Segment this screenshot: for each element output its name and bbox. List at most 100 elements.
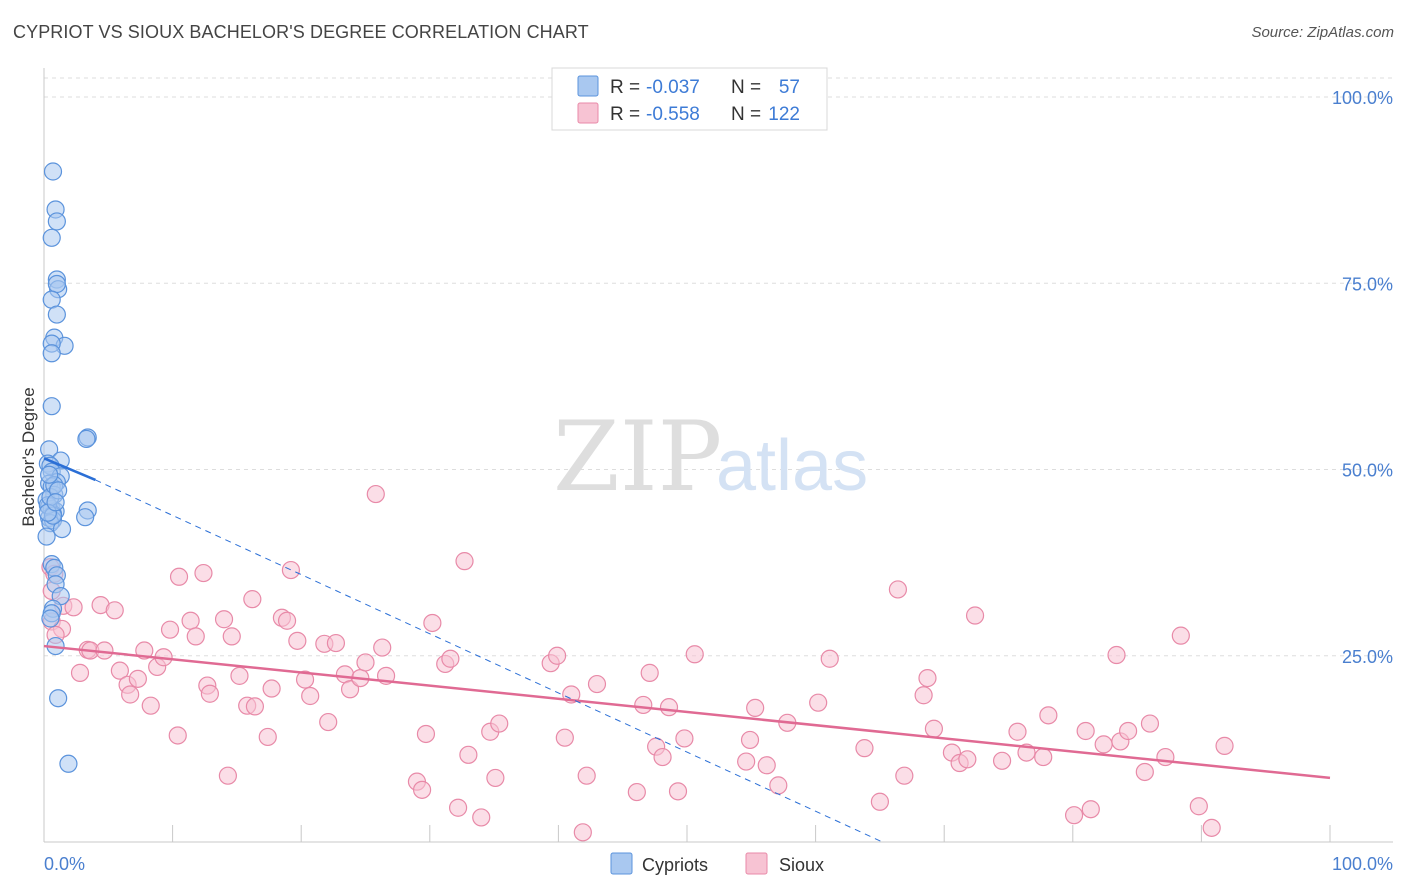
sioux-point-103 bbox=[992, 751, 1012, 770]
sioux-point-17 bbox=[128, 669, 147, 688]
y-axis-label: Bachelor's Degree bbox=[19, 387, 38, 526]
cypriot-point-37 bbox=[37, 527, 56, 546]
x-tick-label-max: 100.0% bbox=[1332, 854, 1393, 874]
sioux-point-30 bbox=[214, 610, 234, 629]
cypriot-point-47 bbox=[49, 689, 68, 708]
sioux-point-111 bbox=[1094, 735, 1113, 754]
sioux-point-33 bbox=[230, 666, 249, 685]
sioux-point-77 bbox=[640, 663, 659, 682]
sioux-point-75 bbox=[627, 782, 646, 802]
sioux-point-117 bbox=[1156, 747, 1175, 767]
sioux-point-44 bbox=[301, 686, 320, 706]
sioux-point-70 bbox=[555, 728, 574, 747]
sioux-point-32 bbox=[222, 627, 241, 646]
sioux-point-69 bbox=[548, 646, 567, 665]
sioux-point-91 bbox=[820, 649, 839, 668]
sioux-point-46 bbox=[319, 712, 338, 732]
cypriots-trend-extension bbox=[95, 479, 883, 843]
sioux-point-96 bbox=[914, 686, 933, 705]
watermark-zip: ZIP bbox=[553, 401, 722, 513]
sioux-point-19 bbox=[141, 696, 160, 715]
cypriot-point-6 bbox=[47, 274, 66, 294]
sioux-point-43 bbox=[295, 670, 315, 689]
bottom-legend-cypriots: Cypriots bbox=[642, 855, 708, 875]
sioux-point-121 bbox=[1215, 736, 1234, 755]
sioux-point-22 bbox=[160, 620, 180, 639]
cypriot-points bbox=[37, 162, 97, 773]
legend-swatch-sioux bbox=[577, 102, 599, 124]
legend-box: R = -0.037 N = 57 R = -0.558 N = 122 bbox=[551, 67, 828, 131]
grid-lines bbox=[44, 77, 1393, 657]
sioux-point-76 bbox=[634, 695, 653, 715]
sioux-point-61 bbox=[448, 798, 468, 817]
cypriot-point-15 bbox=[77, 429, 96, 449]
sioux-point-40 bbox=[277, 611, 297, 630]
cypriot-point-13 bbox=[42, 397, 61, 416]
sioux-point-38 bbox=[262, 679, 281, 698]
sioux-point-57 bbox=[416, 724, 436, 744]
x-tick-label-min: 0.0% bbox=[44, 854, 85, 874]
cypriot-point-45 bbox=[41, 609, 60, 628]
sioux-point-108 bbox=[1064, 806, 1084, 825]
sioux-point-56 bbox=[412, 780, 432, 799]
sioux-point-119 bbox=[1189, 797, 1208, 816]
sioux-trend-line bbox=[43, 644, 1331, 780]
sioux-point-62 bbox=[455, 552, 474, 571]
sioux-point-23 bbox=[168, 726, 187, 745]
sioux-point-80 bbox=[659, 698, 679, 717]
sioux-point-67 bbox=[490, 714, 509, 733]
sioux-point-101 bbox=[958, 750, 977, 769]
cypriot-point-3 bbox=[42, 228, 61, 247]
sioux-point-110 bbox=[1081, 800, 1100, 819]
sioux-point-74 bbox=[587, 674, 607, 694]
y-tick-label-100: 100.0% bbox=[1332, 88, 1393, 108]
sioux-point-81 bbox=[668, 782, 688, 801]
sioux-point-49 bbox=[340, 680, 360, 699]
sioux-point-52 bbox=[366, 484, 385, 504]
y-tick-label-25: 25.0% bbox=[1342, 647, 1393, 667]
sioux-point-84 bbox=[737, 752, 756, 771]
sioux-point-97 bbox=[918, 668, 937, 688]
sioux-point-16 bbox=[121, 685, 140, 704]
sioux-point-51 bbox=[356, 653, 375, 672]
sioux-point-83 bbox=[685, 645, 704, 664]
sioux-point-13 bbox=[105, 601, 124, 620]
sioux-point-104 bbox=[1008, 722, 1027, 741]
bottom-legend-sioux: Sioux bbox=[779, 855, 824, 875]
sioux-point-72 bbox=[573, 823, 592, 842]
x-ticks bbox=[43, 825, 1331, 842]
sioux-point-73 bbox=[577, 766, 596, 785]
cypriot-point-0 bbox=[43, 162, 63, 181]
trend-lines bbox=[43, 457, 1331, 843]
legend-n-value-sioux: 122 bbox=[768, 104, 800, 125]
y-tick-label-75: 75.0% bbox=[1342, 274, 1393, 294]
sioux-point-82 bbox=[675, 729, 694, 748]
sioux-point-8 bbox=[70, 663, 90, 682]
sioux-point-36 bbox=[245, 697, 265, 716]
sioux-point-98 bbox=[924, 719, 944, 738]
sioux-point-31 bbox=[218, 766, 237, 785]
sioux-point-42 bbox=[288, 631, 307, 650]
sioux-point-14 bbox=[110, 661, 129, 680]
cypriot-point-8 bbox=[47, 305, 66, 324]
sioux-point-90 bbox=[809, 693, 828, 712]
cypriot-point-56 bbox=[46, 493, 65, 512]
sioux-point-66 bbox=[486, 768, 505, 788]
sioux-point-35 bbox=[243, 590, 262, 609]
sioux-point-53 bbox=[373, 638, 392, 657]
sioux-point-109 bbox=[1076, 721, 1095, 741]
cypriots-trend-line bbox=[43, 457, 96, 482]
sioux-point-114 bbox=[1118, 721, 1138, 741]
sioux-point-88 bbox=[769, 776, 788, 795]
cypriot-point-36 bbox=[52, 519, 72, 539]
sioux-point-107 bbox=[1039, 706, 1058, 725]
legend-r-label-cypriots: R = bbox=[610, 77, 640, 98]
sioux-point-115 bbox=[1135, 762, 1154, 782]
sioux-point-47 bbox=[326, 633, 346, 653]
bottom-legend: Cypriots Sioux bbox=[610, 852, 824, 875]
sioux-point-37 bbox=[258, 727, 277, 747]
sioux-point-93 bbox=[870, 792, 890, 811]
chart-title: CYPRIOT VS SIOUX BACHELOR'S DEGREE CORRE… bbox=[13, 22, 589, 42]
sioux-point-60 bbox=[441, 649, 460, 668]
